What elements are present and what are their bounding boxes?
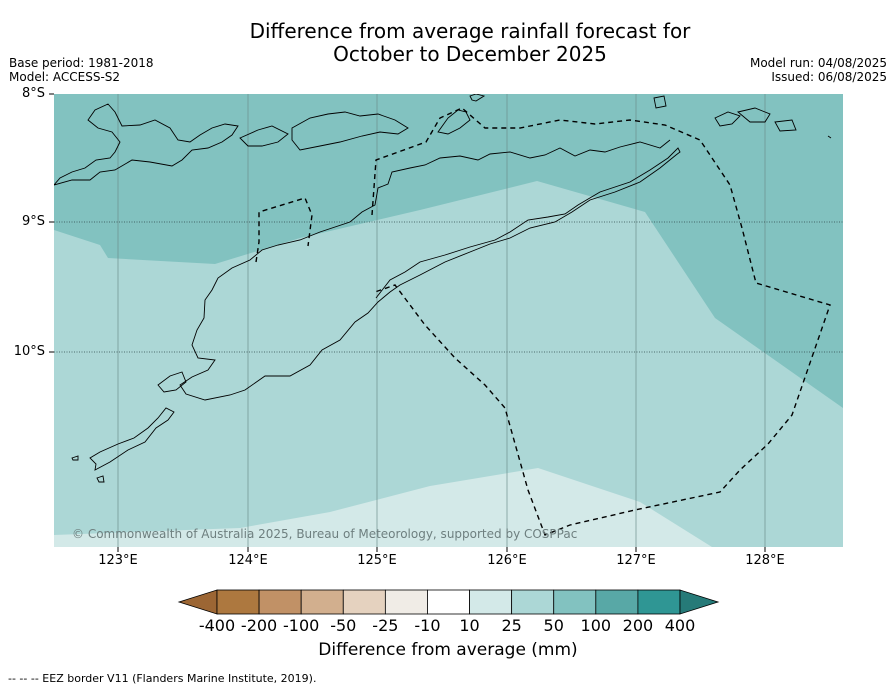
eez-border-main [371,107,831,536]
issued-date: Issued: 06/08/2025 [771,70,887,84]
lon-label-128e: 128°E [745,553,785,568]
colorbar-tick-label: -200 [240,616,278,635]
colorbar-tick-label: 50 [543,616,564,635]
colorbar-swatch [342,589,386,615]
timor-coastline [179,139,681,401]
lat-label-10s: 10°S [13,344,45,359]
lon-label-125e: 125°E [357,553,397,568]
title-line-2: October to December 2025 [333,42,607,66]
island-coastline [827,135,832,139]
colorbar-tick-label: 100 [580,616,612,635]
colorbar-swatch [511,589,555,615]
colorbar-extend-high [679,589,720,615]
meta-left: Base period: 1981-2018 Model: ACCESS-S2 [9,56,154,84]
colorbar-swatch [427,589,470,615]
colorbar-swatch [384,589,428,615]
colorbar-swatch [595,589,639,615]
eez-border-north [255,197,313,263]
base-period: Base period: 1981-2018 [9,56,154,70]
island-coastline [71,455,79,461]
lat-label-9s: 9°S [21,214,45,229]
colorbar-swatch [469,589,513,615]
colorbar-tick-label: -100 [283,616,320,635]
colorbar-tick-label: 400 [664,616,696,635]
zone-10-25 [54,468,712,547]
colorbar-tick-label: -25 [372,616,399,635]
tick-marks [49,93,766,552]
model-run: Model run: 04/08/2025 [749,56,887,70]
colorbar-swatch [216,589,260,615]
island-coastline [714,111,741,127]
copyright-notice: © Commonwealth of Australia 2025, Bureau… [72,527,578,541]
model-name: Model: ACCESS-S2 [9,70,121,84]
zone-25-50 [54,181,843,547]
map-title: Difference from average rainfall forecas… [190,20,750,66]
island-coastline [239,125,289,147]
colorbar-swatch [258,589,302,615]
eez-footnote: -- -- -- EEZ border V11 (Flanders Marine… [8,672,317,685]
island-coastline [157,371,187,393]
eez-border [255,107,831,536]
lon-label-124e: 124°E [228,553,268,568]
colorbar-title: Difference from average (mm) [318,640,578,660]
island-coastline [437,109,471,135]
colorbar-swatch [637,589,681,615]
coastlines [54,94,832,483]
colorbar-tick-label: -10 [414,616,441,635]
island-coastline [469,94,486,102]
island-coastline [96,475,105,483]
lon-label-123e: 123°E [98,553,138,568]
lon-label-126e: 126°E [487,553,527,568]
island-coastline [737,107,771,123]
colorbar-tick-label: -400 [198,616,236,635]
island-coastline [653,95,667,109]
colorbar-swatch [553,589,597,615]
colorbar-swatch [300,589,344,615]
island-coastline [89,407,175,471]
island-coastline [291,111,409,151]
island-coastline [54,103,239,186]
title-line-1: Difference from average rainfall forecas… [249,19,691,43]
lon-label-127e: 127°E [616,553,656,568]
lat-label-8s: 8°S [21,86,45,101]
graticule [117,94,766,547]
colorbar-tick-label: -50 [330,616,357,635]
colorbar-extend-low [177,589,218,615]
island-coastline [774,119,797,132]
colorbar-tick-label: 10 [459,616,480,635]
latitude-lines [54,221,843,353]
colorbar [177,589,720,615]
meta-right: Model run: 04/08/2025 Issued: 06/08/2025 [750,56,887,84]
colorbar-tick-label: 200 [622,616,654,635]
colorbar-tick-label: 25 [501,616,522,635]
